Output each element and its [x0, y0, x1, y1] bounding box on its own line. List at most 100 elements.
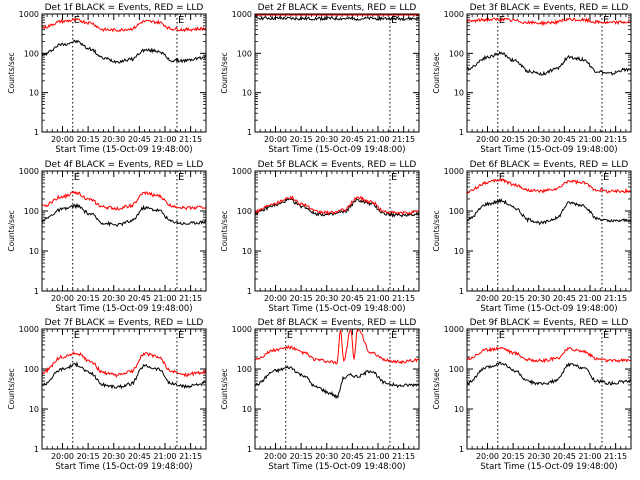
x-tick-label: 20:45 — [341, 294, 364, 303]
panel-det-1: Det 1f BLACK = Events, RED = LLD Counts/s… — [7, 3, 207, 155]
y-tick-label: 1000 — [444, 167, 464, 176]
y-axis-label: Counts/sec — [432, 52, 441, 93]
panel-det-4: Det 4f BLACK = Events, RED = LLD Counts/s… — [7, 160, 207, 314]
x-tick-label: 21:00 — [578, 452, 601, 461]
y-tick-label: 1 — [34, 287, 39, 296]
y-axis-label: Counts/sec — [432, 210, 441, 251]
event-marker-label: E — [391, 172, 397, 183]
events-series-line — [41, 39, 207, 65]
x-tick-label: 20:30 — [527, 294, 550, 303]
x-tick-label: 20:45 — [341, 135, 364, 144]
y-tick-label: 10 — [29, 405, 39, 414]
panel-det-5: Det 5f BLACK = Events, RED = LLD Counts/s… — [220, 160, 420, 314]
event-marker-label: E — [178, 172, 184, 183]
y-axis-label: Counts/sec — [7, 368, 16, 409]
x-tick-label: 20:00 — [51, 294, 74, 303]
x-tick-label: 21:15 — [392, 135, 415, 144]
x-tick-label: 20:15 — [290, 135, 313, 144]
x-axis-label: Start Time (15-Oct-09 19:48:00) — [480, 304, 617, 314]
x-tick-label: 20:00 — [476, 135, 499, 144]
x-tick-label: 20:15 — [77, 452, 100, 461]
panel-title: Det 9f BLACK = Events, RED = LLD — [470, 318, 629, 328]
x-tick-label: 20:30 — [102, 294, 125, 303]
panel-title: Det 8f BLACK = Events, RED = LLD — [258, 318, 417, 328]
y-tick-label: 1 — [459, 128, 464, 137]
y-axis-label: Counts/sec — [220, 52, 229, 93]
lld-series-line — [41, 190, 207, 211]
x-tick-label: 20:30 — [315, 452, 338, 461]
x-axis-label: Start Time (15-Oct-09 19:48:00) — [55, 145, 192, 155]
panel-title: Det 4f BLACK = Events, RED = LLD — [45, 160, 204, 170]
y-tick-label: 10 — [454, 247, 464, 256]
plot-frame — [466, 170, 632, 292]
event-marker-label: E — [74, 15, 80, 26]
panel-title: Det 1f BLACK = Events, RED = LLD — [45, 3, 204, 13]
plot-frame — [254, 328, 420, 450]
panel-det-2: Det 2f BLACK = Events, RED = LLD Counts/s… — [220, 3, 420, 155]
event-marker-label: E — [603, 172, 609, 183]
x-tick-label: 20:00 — [476, 294, 499, 303]
x-tick-label: 20:30 — [102, 452, 125, 461]
x-tick-label: 21:15 — [392, 294, 415, 303]
x-tick-label: 20:15 — [77, 294, 100, 303]
x-tick-label: 21:15 — [179, 135, 202, 144]
plot-frame — [41, 170, 207, 292]
events-series-line — [466, 50, 632, 76]
x-tick-label: 20:15 — [502, 452, 525, 461]
x-tick-label: 21:15 — [392, 452, 415, 461]
x-tick-label: 20:15 — [290, 294, 313, 303]
panel-title: Det 5f BLACK = Events, RED = LLD — [258, 160, 417, 170]
y-tick-label: 100 — [237, 49, 252, 58]
x-tick-label: 20:30 — [527, 135, 550, 144]
panel-det-8: Det 8f BLACK = Events, RED = LLD Counts/s… — [220, 318, 420, 472]
y-tick-label: 10 — [242, 247, 252, 256]
y-tick-label: 1000 — [232, 325, 252, 334]
panel-title: Det 2f BLACK = Events, RED = LLD — [258, 3, 417, 13]
x-tick-label: 21:00 — [153, 135, 176, 144]
y-axis-label: Counts/sec — [220, 368, 229, 409]
x-tick-label: 20:45 — [128, 135, 151, 144]
events-series-line — [41, 203, 207, 228]
x-tick-label: 20:45 — [128, 452, 151, 461]
y-tick-label: 1 — [34, 445, 39, 454]
y-tick-label: 100 — [24, 207, 39, 216]
y-axis-label: Counts/sec — [7, 52, 16, 93]
x-axis-label: Start Time (15-Oct-09 19:48:00) — [480, 462, 617, 472]
x-axis-label: Start Time (15-Oct-09 19:48:00) — [55, 304, 192, 314]
panel-det-6: Det 6f BLACK = Events, RED = LLD Counts/s… — [432, 160, 632, 314]
event-marker-label: E — [603, 330, 609, 341]
x-tick-label: 20:45 — [341, 452, 364, 461]
events-series-line — [41, 361, 207, 390]
plot-frame — [466, 13, 632, 133]
plot-frame — [41, 328, 207, 450]
x-tick-label: 21:00 — [153, 294, 176, 303]
event-marker-label: E — [499, 330, 505, 341]
panel-det-9: Det 9f BLACK = Events, RED = LLD Counts/s… — [432, 318, 632, 472]
y-tick-label: 1 — [459, 287, 464, 296]
x-tick-label: 21:00 — [578, 135, 601, 144]
x-tick-label: 20:15 — [290, 452, 313, 461]
x-tick-label: 21:15 — [179, 294, 202, 303]
y-tick-label: 1000 — [444, 325, 464, 334]
events-series-line — [254, 15, 420, 22]
x-axis-label: Start Time (15-Oct-09 19:48:00) — [268, 145, 405, 155]
y-tick-label: 10 — [242, 89, 252, 98]
x-tick-label: 20:30 — [102, 135, 125, 144]
x-tick-label: 20:45 — [128, 294, 151, 303]
y-tick-label: 10 — [29, 89, 39, 98]
x-tick-label: 21:00 — [153, 452, 176, 461]
x-tick-label: 21:15 — [179, 452, 202, 461]
lld-series-line — [41, 18, 207, 33]
x-tick-label: 20:00 — [476, 452, 499, 461]
panel-title: Det 6f BLACK = Events, RED = LLD — [470, 160, 629, 170]
y-tick-label: 1 — [247, 128, 252, 137]
y-axis-label: Counts/sec — [7, 210, 16, 251]
y-tick-label: 10 — [454, 405, 464, 414]
x-tick-label: 20:00 — [264, 135, 287, 144]
y-tick-label: 1 — [247, 287, 252, 296]
x-tick-label: 20:45 — [553, 452, 576, 461]
x-axis-label: Start Time (15-Oct-09 19:48:00) — [268, 462, 405, 472]
x-tick-label: 20:15 — [502, 135, 525, 144]
x-tick-label: 20:00 — [51, 135, 74, 144]
